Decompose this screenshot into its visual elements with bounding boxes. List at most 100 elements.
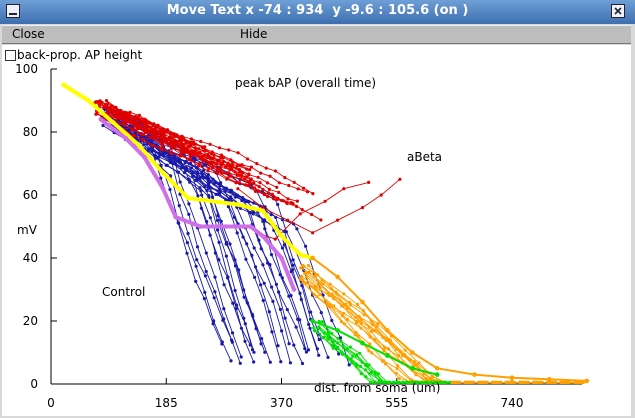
control-trace-point (233, 264, 237, 268)
yellow-series-point (235, 202, 241, 207)
abeta-trace-point (258, 181, 262, 185)
back-prop-checkbox[interactable] (5, 50, 16, 61)
orange-trace-point (346, 305, 350, 309)
control-trace-point (317, 353, 321, 357)
abeta-trace-point (264, 166, 268, 170)
orange-trace-point (394, 371, 398, 375)
orange-trace-point (373, 337, 377, 341)
hide-menu-button[interactable]: Hide (240, 27, 268, 41)
control-trace-point (176, 170, 181, 174)
control-trace-point (252, 360, 256, 364)
orange-trace-point (345, 317, 349, 322)
orange-trace-point (304, 281, 308, 285)
abeta-trace-point (212, 156, 216, 160)
control-trace-point (217, 240, 221, 244)
chart-svg: 0 185 370 555 740 0 20 40 60 80 100 peak bAP (over… (15, 62, 590, 410)
orange-trace-point (395, 367, 399, 371)
orange-trace-point (483, 380, 487, 384)
yellow-series-point (279, 233, 284, 239)
control-trace-point (206, 185, 210, 189)
green-trace-point (369, 370, 374, 374)
violet-series-point (223, 224, 228, 229)
orange-trace-point (455, 380, 459, 384)
control-trace-point (159, 176, 163, 180)
orange-trace-point (304, 275, 308, 279)
yellow-series-point (61, 82, 66, 88)
abeta-trace-point (96, 100, 100, 104)
green-trace-point (360, 360, 364, 364)
abeta-trace-point (201, 159, 205, 163)
control-trace-point (198, 186, 202, 190)
orange-trace-point (355, 302, 360, 306)
yellow-series-point (210, 199, 216, 204)
control-trace-point (259, 283, 263, 287)
abeta-trace-point (147, 121, 151, 125)
close-window-icon[interactable] (611, 4, 625, 18)
chart-title: peak bAP (overall time) (235, 76, 376, 90)
abeta-annotation: aBeta (407, 150, 442, 164)
abeta-trace-point (128, 110, 132, 114)
green-trace-point (359, 372, 363, 376)
abeta-trace-point (219, 168, 223, 172)
orange-trace-point (339, 320, 344, 324)
orange-trace-point (551, 380, 556, 384)
control-trace-point (212, 319, 216, 323)
control-trace-point (230, 338, 234, 342)
abeta-trace-point (145, 129, 149, 133)
abeta-trace-point (192, 153, 196, 157)
orange-trace-point (375, 324, 379, 328)
control-trace-point (279, 360, 283, 364)
abeta-trace-point (200, 145, 204, 149)
green-trace-point (312, 326, 316, 330)
yellow-series-point (297, 252, 303, 258)
control-trace-point (262, 281, 266, 285)
abeta-trace-point (360, 206, 365, 210)
abeta-trace-point (210, 165, 215, 170)
abeta-trace-point (191, 142, 195, 146)
abeta-trace-point (177, 139, 181, 143)
green-trace-point (339, 339, 343, 343)
control-trace-point (326, 355, 330, 359)
control-trace-point (263, 350, 267, 354)
control-trace-point (157, 155, 161, 159)
control-trace-point (276, 344, 280, 348)
control-trace-point (294, 325, 298, 329)
chart-average-traces (61, 82, 590, 384)
abeta-trace-point (172, 141, 176, 145)
violet-series-point (291, 287, 297, 292)
orange-trace-point (396, 354, 400, 358)
control-trace-point (187, 212, 191, 216)
green-trace-point (415, 380, 419, 384)
green-trace-point (330, 331, 334, 336)
control-trace-point (216, 192, 220, 196)
title-bar[interactable]: Move Text x -74 : 934 y -9.6 : 105.6 (on… (0, 0, 635, 24)
orange-trace-point (321, 282, 325, 286)
orange-trace-point (386, 347, 391, 351)
orange-series-point (310, 255, 315, 261)
abeta-trace-point (287, 183, 291, 188)
control-trace-point (295, 227, 299, 231)
abeta-trace-point (257, 185, 261, 189)
abeta-trace-point (108, 109, 112, 113)
abeta-trace-point (310, 212, 314, 217)
control-trace-point (194, 178, 198, 182)
abeta-trace-point (123, 123, 127, 127)
abeta-trace-point (164, 140, 168, 144)
control-trace-point (195, 258, 199, 262)
close-menu-button[interactable]: Close (12, 27, 45, 41)
window-menu-icon[interactable] (6, 4, 20, 18)
control-trace-point (205, 220, 209, 224)
graph-canvas[interactable]: 0 185 370 555 740 0 20 40 60 80 100 peak bAP (over… (2, 45, 631, 416)
green-trace-point (425, 380, 429, 384)
control-trace-point (247, 199, 251, 204)
x-tick-label: 185 (155, 396, 178, 410)
abeta-trace-point (227, 148, 231, 152)
yellow-series-point (185, 195, 191, 201)
abeta-trace-point (342, 187, 346, 191)
control-trace-point (237, 268, 241, 272)
abeta-trace-point (214, 162, 218, 166)
green-trace-point (348, 345, 352, 349)
abeta-trace-point (236, 151, 240, 155)
orange-trace-point (417, 361, 421, 365)
abeta-trace-point (139, 120, 144, 124)
